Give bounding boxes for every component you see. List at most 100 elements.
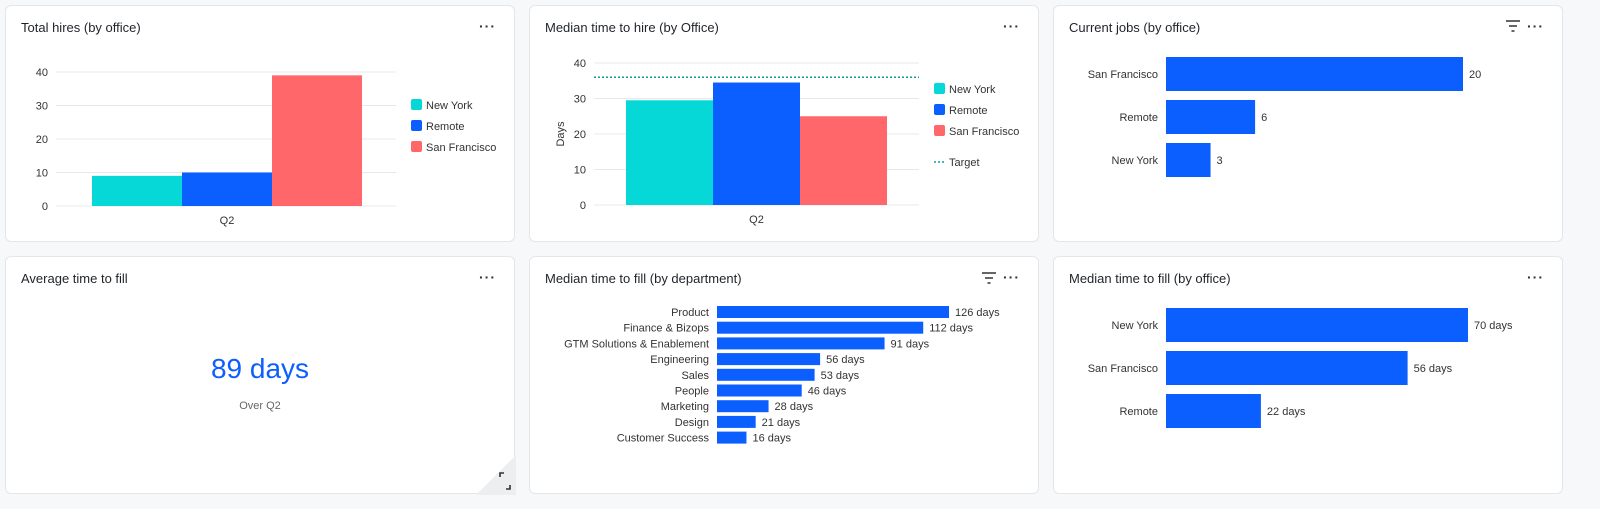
y-tick-label: 0 [580,200,586,212]
category-label: New York [1112,155,1159,167]
data-label: 46 days [808,386,847,398]
category-label: GTM Solutions & Enablement [564,338,709,350]
data-label: 20 [1469,69,1481,81]
legend-swatch [934,104,945,115]
category-label: Product [671,307,709,319]
panel-title: Median time to fill (by office) [1069,271,1231,286]
category-label: Remote [1119,112,1158,124]
data-label: 70 days [1474,320,1513,332]
panel-current-jobs: Current jobs (by office) ··· San Francis… [1053,5,1563,242]
bar [1166,394,1261,428]
y-tick-label: 40 [574,58,586,70]
category-label: Engineering [650,354,709,366]
median-time-to-hire-chart: 0 10 20 30 40 New York Remote San Francisco Q2 Da… [555,58,1019,226]
legend-label: San Francisco [949,126,1019,138]
bar [1166,100,1256,134]
category-label: Customer Success [617,433,710,445]
category-label: Marketing [661,401,709,413]
ellipsis-icon[interactable]: ··· [1003,18,1020,34]
kpi-value: 89 days [210,353,310,384]
legend-swatch [934,83,945,94]
bar [717,368,815,381]
y-tick-label: 10 [574,165,586,177]
y-tick-label: 20 [574,129,586,141]
panel-title: Median time to fill (by department) [545,271,742,286]
ellipsis-icon[interactable]: ··· [479,269,496,285]
category-label: People [675,386,709,398]
category-label: New York [1112,320,1159,332]
bar [1166,308,1468,342]
ellipsis-icon[interactable]: ··· [1527,269,1544,285]
category-label: Finance & Bizops [623,323,709,335]
bar [717,400,769,413]
filter-icon[interactable] [1506,20,1520,32]
y-tick-label: 30 [574,94,586,106]
legend-swatch [411,99,422,110]
panel-title: Median time to hire (by Office) [545,20,719,35]
total-hires-chart: 0 10 20 30 40 New York Remote San Francisco Q2 [36,67,497,227]
legend-label: New York [949,84,996,96]
data-label: 56 days [826,354,865,366]
bar-new-york [92,175,182,206]
x-tick-label: Q2 [749,214,764,226]
panel-median-time-to-fill-office: Median time to fill (by office) ··· New … [1053,256,1563,494]
bar-san-francisco [272,75,362,206]
bar [717,353,821,366]
category-label: Design [675,417,709,429]
bar-new-york [626,100,713,205]
data-label: 126 days [955,307,1000,319]
median-time-to-fill-department-chart: Product 126 days Finance & Bizops 112 days G… [564,306,1000,445]
bar [717,306,949,318]
ellipsis-icon[interactable]: ··· [479,18,496,34]
bar [1166,143,1211,177]
ellipsis-icon[interactable]: ··· [1527,18,1544,34]
bar [717,431,747,444]
data-label: 22 days [1267,406,1306,418]
data-label: 6 [1261,112,1267,124]
bar [717,415,756,428]
data-label: 28 days [775,401,814,413]
panel-title: Average time to fill [21,271,128,286]
category-label: Sales [681,370,709,382]
legend-swatch [411,120,422,131]
bar [717,321,924,334]
panel-median-time-to-fill-department: Median time to fill (by department) ··· … [529,256,1039,494]
y-tick-label: 30 [36,101,48,113]
data-label: 16 days [752,433,791,445]
bar [1166,57,1463,91]
bar [1166,351,1408,385]
data-label: 53 days [821,370,860,382]
panel-title: Current jobs (by office) [1069,20,1201,35]
category-label: Remote [1119,406,1158,418]
bar [717,337,885,350]
bar-remote [182,172,272,206]
legend-label: New York [426,100,473,112]
bar [717,384,802,397]
legend-label: Remote [949,105,988,117]
y-tick-label: 0 [42,201,48,213]
bar-san-francisco [800,116,887,205]
data-label: 3 [1217,155,1223,167]
data-label: 91 days [891,338,930,350]
data-label: 56 days [1414,363,1453,375]
legend-swatch [934,125,945,136]
y-tick-label: 40 [36,67,48,79]
legend-label: San Francisco [426,142,496,154]
median-time-to-fill-office-chart: New York 70 days San Francisco 56 days Remot… [1088,308,1513,428]
legend-swatch [411,141,422,152]
legend-label: Remote [426,121,465,133]
category-label: San Francisco [1088,363,1158,375]
resize-icon[interactable] [476,455,516,495]
bar-remote [713,82,800,205]
x-tick-label: Q2 [220,215,235,227]
data-label: 112 days [929,323,973,335]
data-label: 21 days [762,417,801,429]
ellipsis-icon[interactable]: ··· [1003,269,1020,285]
filter-icon[interactable] [982,272,996,284]
panel-average-time-to-fill: Average time to fill ··· 89 days Over Q2 [5,256,516,495]
y-axis-label: Days [555,121,567,147]
panel-title: Total hires (by office) [21,20,141,35]
y-tick-label: 20 [36,134,48,146]
current-jobs-chart: San Francisco 20 Remote 6 New York 3 [1088,57,1481,177]
kpi-subtitle: Over Q2 [239,400,281,412]
